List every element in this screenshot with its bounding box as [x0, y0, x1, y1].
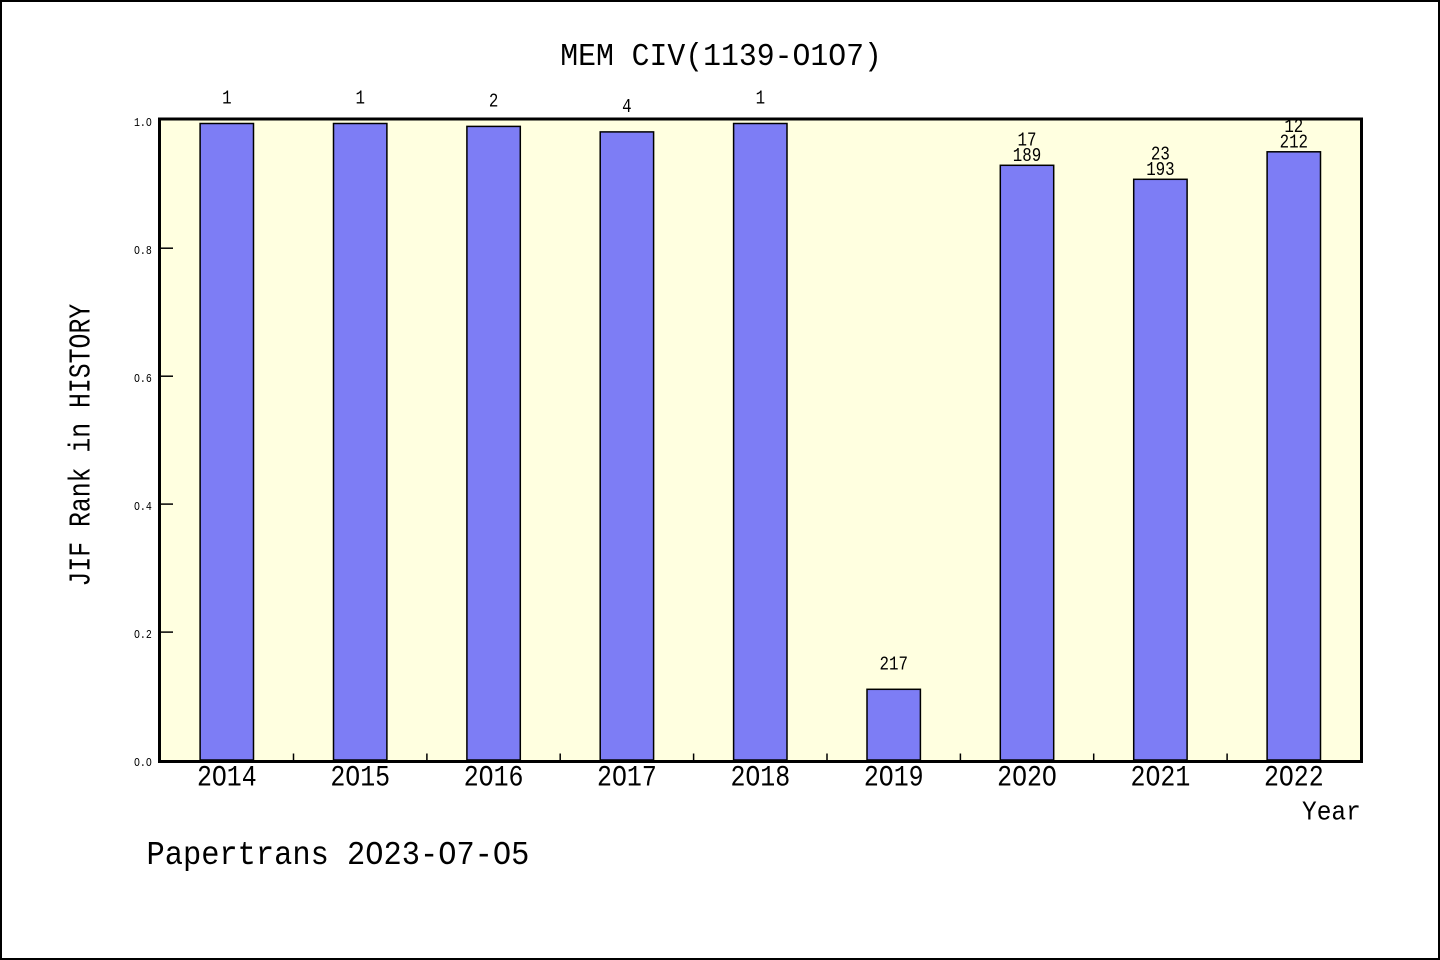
- svg-text:O.8: O.8: [134, 245, 152, 258]
- svg-text:O.4: O.4: [134, 501, 152, 514]
- svg-text:JIF Rank in HISTORY: JIF Rank in HISTORY: [65, 303, 99, 586]
- svg-text:2O15: 2O15: [330, 762, 390, 796]
- svg-text:O.2: O.2: [134, 629, 152, 642]
- svg-text:1: 1: [222, 88, 231, 110]
- svg-text:2O21: 2O21: [1131, 762, 1191, 796]
- svg-text:4: 4: [622, 97, 631, 119]
- svg-text:217: 217: [879, 654, 907, 676]
- svg-text:O.6: O.6: [134, 373, 152, 386]
- svg-text:2O18: 2O18: [730, 762, 790, 796]
- svg-text:O.O: O.O: [134, 757, 152, 770]
- svg-text:Papertrans 2O23-O7-O5: Papertrans 2O23-O7-O5: [147, 836, 530, 875]
- svg-text:2: 2: [489, 91, 498, 113]
- svg-text:2O22: 2O22: [1264, 762, 1324, 796]
- svg-text:2O2O: 2O2O: [997, 762, 1057, 796]
- svg-text:1: 1: [355, 88, 364, 110]
- svg-text:2O14: 2O14: [197, 762, 257, 796]
- svg-text:MEM CIV(1139-O1O7): MEM CIV(1139-O1O7): [560, 39, 882, 75]
- svg-text:2O17: 2O17: [597, 762, 657, 796]
- svg-text:189: 189: [1013, 146, 1041, 168]
- svg-text:Year: Year: [1302, 798, 1361, 828]
- svg-text:1.O: 1.O: [134, 117, 152, 130]
- svg-text:2O19: 2O19: [864, 762, 924, 796]
- svg-text:2O16: 2O16: [464, 762, 524, 796]
- svg-text:17: 17: [1018, 130, 1037, 152]
- svg-text:1: 1: [756, 88, 765, 110]
- svg-text:23: 23: [1151, 144, 1170, 166]
- svg-text:193: 193: [1146, 160, 1174, 182]
- svg-text:212: 212: [1280, 132, 1308, 154]
- svg-text:12: 12: [1284, 117, 1303, 139]
